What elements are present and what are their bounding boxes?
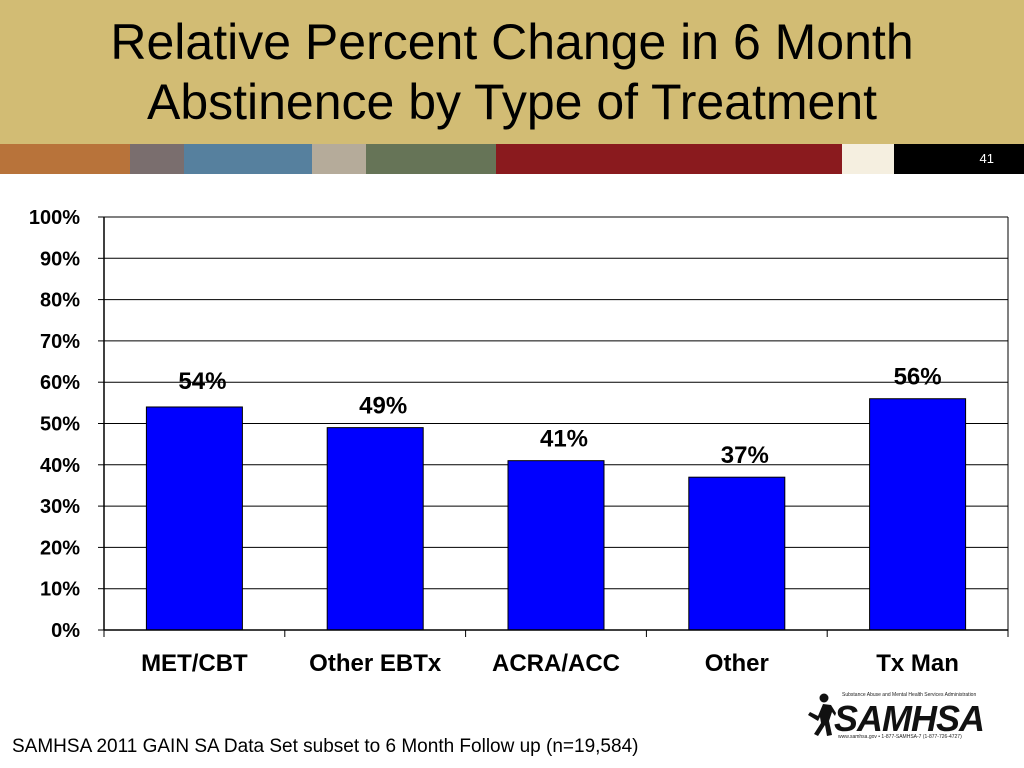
y-tick-label: 80% — [40, 290, 80, 312]
slide-title: Relative Percent Change in 6 Month Absti… — [0, 12, 1024, 132]
stripe-1 — [0, 144, 130, 174]
y-tick-label: 30% — [40, 496, 80, 518]
running-figure-icon — [808, 693, 836, 736]
stripe-3 — [184, 144, 312, 174]
stripe-8 — [894, 144, 1024, 174]
slide-number: 41 — [979, 151, 994, 166]
bar — [507, 460, 605, 631]
axes — [103, 217, 1009, 637]
data-label: 37% — [721, 442, 769, 469]
logo-wordmark: SAMHSA — [834, 698, 985, 739]
data-label: 56% — [894, 364, 942, 391]
bar — [145, 406, 243, 631]
bar-chart: 0% 10% 20% 30% 40% 50% 60% 70% 80% 90% 100% 54% 49%… — [29, 207, 1009, 677]
y-tick-label: 20% — [40, 537, 80, 559]
samhsa-logo: Substance Abuse and Mental Health Servic… — [806, 690, 985, 740]
data-label: 49% — [359, 393, 407, 420]
y-tick-label: 100% — [29, 207, 80, 229]
x-category-label: MET/CBT — [141, 650, 248, 677]
bar — [869, 398, 967, 631]
y-tick-label: 50% — [40, 414, 80, 436]
bars — [145, 398, 967, 631]
y-tick-label: 60% — [40, 372, 80, 394]
color-stripes — [0, 144, 1024, 174]
data-labels: 54% 49% 41% 37% 56% — [178, 364, 941, 469]
data-label: 41% — [540, 426, 588, 453]
title-band: Relative Percent Change in 6 Month Absti… — [0, 0, 1024, 144]
stripe-2 — [130, 144, 184, 174]
x-category-label: ACRA/ACC — [492, 650, 620, 677]
x-category-label: Tx Man — [876, 650, 959, 677]
stripe-5 — [366, 144, 496, 174]
y-tick-label: 0% — [51, 620, 80, 642]
stripe-7 — [842, 144, 894, 174]
x-category-label: Other — [705, 650, 769, 677]
y-axis-ticks: 0% 10% 20% 30% 40% 50% 60% 70% 80% 90% 100% — [29, 207, 104, 642]
slide-title-line-2: Abstinence by Type of Treatment — [146, 74, 878, 130]
stripe-6 — [496, 144, 842, 174]
logo-tagline: Substance Abuse and Mental Health Servic… — [842, 692, 977, 698]
bar — [688, 476, 786, 631]
y-tick-label: 90% — [40, 248, 80, 270]
logo-contact: www.samhsa.gov • 1-877-SAMHSA-7 (1-877-7… — [838, 734, 962, 740]
y-tick-label: 40% — [40, 455, 80, 477]
stripe-4 — [312, 144, 366, 174]
footnote: SAMHSA 2011 GAIN SA Data Set subset to 6… — [12, 736, 639, 757]
y-tick-label: 10% — [40, 579, 80, 601]
slide-title-line-1: Relative Percent Change in 6 Month — [110, 14, 914, 70]
y-tick-label: 70% — [40, 331, 80, 353]
data-label: 54% — [178, 368, 226, 395]
bar — [326, 427, 424, 631]
x-category-label: Other EBTx — [309, 650, 442, 677]
x-axis-categories: MET/CBT Other EBTx ACRA/ACC Other Tx Man — [141, 650, 959, 677]
